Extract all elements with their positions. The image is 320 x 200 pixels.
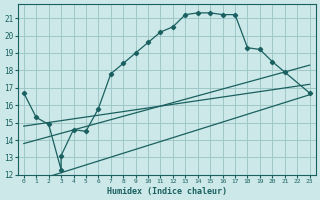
X-axis label: Humidex (Indice chaleur): Humidex (Indice chaleur): [107, 187, 227, 196]
